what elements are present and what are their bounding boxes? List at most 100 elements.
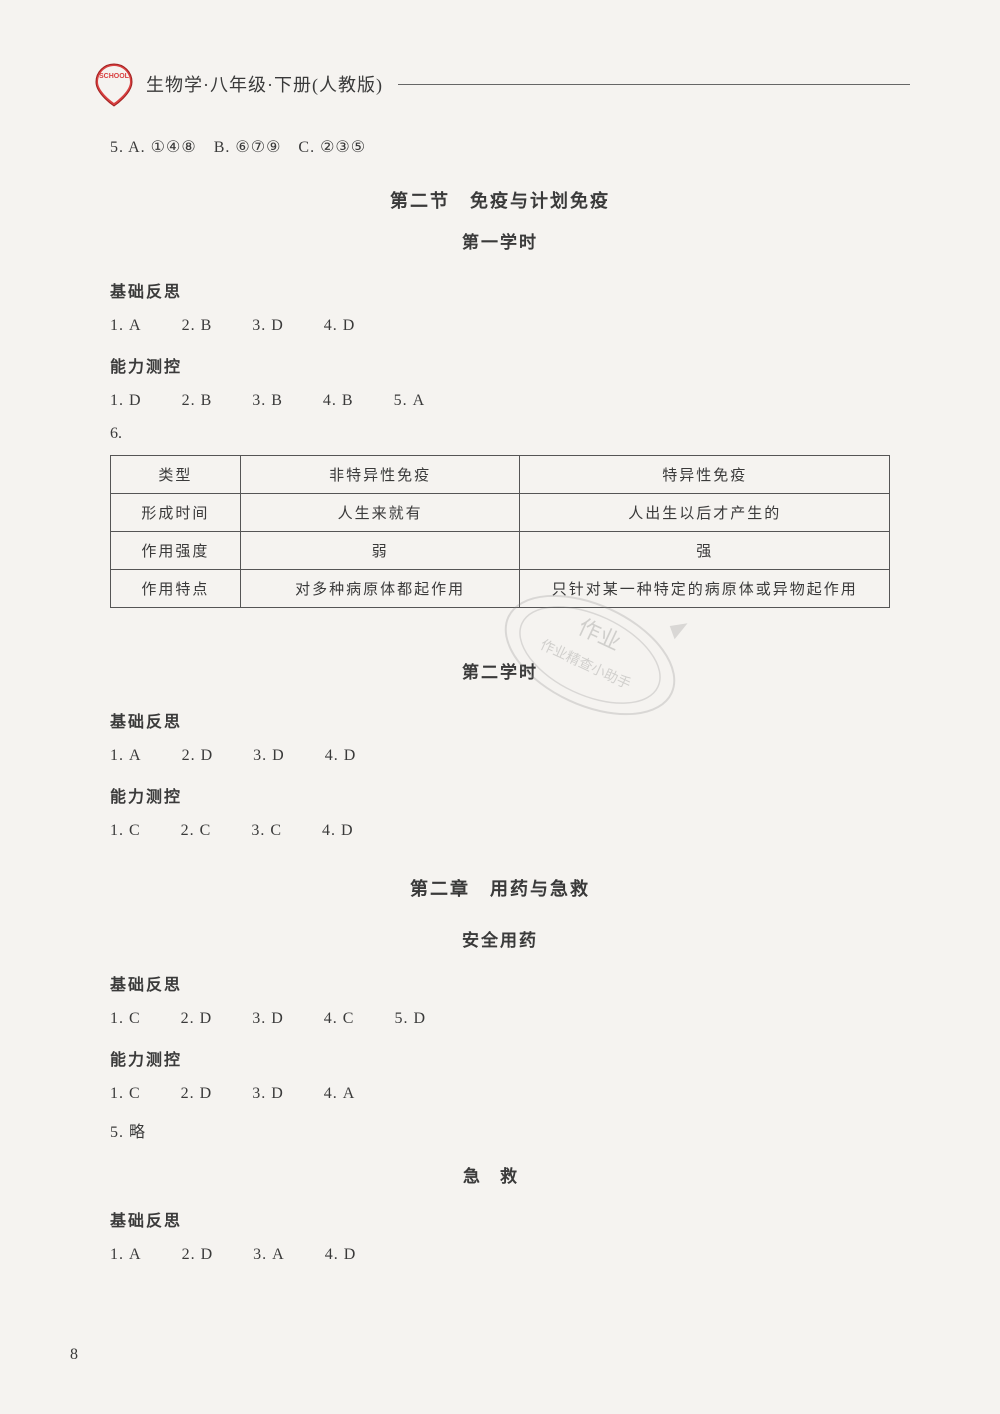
ans-num: 3.: [251, 822, 265, 840]
topic1-basic-answers: 1. C 2. D 3. D 4. C 5. D: [110, 1010, 910, 1028]
table-header: 非特异性免疫: [240, 456, 520, 494]
ans-num: 1.: [110, 1010, 124, 1028]
ans-val: D: [271, 1010, 284, 1028]
ans-val: D: [413, 1010, 426, 1028]
ans-num: 1.: [110, 1085, 124, 1103]
basic-label: 基础反思: [110, 1207, 910, 1231]
ans-val: B: [201, 392, 213, 410]
ans-num: 4.: [324, 1085, 338, 1103]
ans-num: 4.: [323, 392, 337, 410]
table-cell: 对多种病原体都起作用: [240, 570, 520, 608]
ans-val: A: [129, 317, 142, 335]
table-header: 类型: [111, 456, 241, 494]
ans-num: 3.: [252, 317, 266, 335]
ans-val: D: [272, 747, 285, 765]
ans-num: 2.: [181, 822, 195, 840]
ans-val: D: [271, 317, 284, 335]
topic1-title: 安全用药: [90, 926, 910, 951]
ans-num: 4.: [325, 747, 339, 765]
school-logo-icon: SCHOOL: [90, 60, 138, 108]
topic1-q5: 5. 略: [110, 1118, 910, 1142]
ans-val: D: [201, 747, 214, 765]
ans-num: 4.: [324, 1010, 338, 1028]
ans-num: 4.: [325, 1246, 339, 1264]
ans-num: 2.: [182, 1246, 196, 1264]
ability-label: 能力测控: [110, 1046, 910, 1070]
svg-text:作业: 作业: [574, 614, 624, 655]
ability-label: 能力测控: [110, 353, 910, 377]
table-cell: 强: [520, 532, 890, 570]
table-cell: 人出生以后才产生的: [520, 494, 890, 532]
ans-num: 3.: [252, 392, 266, 410]
period1-ability-answers: 1. D 2. B 3. B 4. B 5. A: [110, 392, 910, 410]
ans-num: 2.: [181, 1085, 195, 1103]
ans-val: D: [201, 1246, 214, 1264]
chapter2-title: 第二章 用药与急救: [90, 875, 910, 901]
table-cell: 只针对某一种特定的病原体或异物起作用: [520, 570, 890, 608]
ans-num: 3.: [253, 1246, 267, 1264]
svg-text:SCHOOL: SCHOOL: [99, 73, 130, 80]
table-cell: 作用强度: [111, 532, 241, 570]
period1-title: 第一学时: [90, 228, 910, 253]
page-header: SCHOOL 生物学·八年级·下册(人教版): [90, 60, 910, 108]
ans-val: C: [129, 822, 141, 840]
question-5-answer: 5. A. ①④⑧ B. ⑥⑦⑨ C. ②③⑤: [110, 133, 910, 157]
ans-val: C: [129, 1085, 141, 1103]
basic-label: 基础反思: [110, 971, 910, 995]
ans-val: D: [344, 747, 357, 765]
ans-num: 1.: [110, 317, 124, 335]
page-number: 8: [70, 1346, 78, 1364]
ability-label: 能力测控: [110, 783, 910, 807]
ans-val: A: [413, 392, 426, 410]
ans-num: 2.: [182, 317, 196, 335]
table-header: 特异性免疫: [520, 456, 890, 494]
topic2-basic-answers: 1. A 2. D 3. A 4. D: [110, 1246, 910, 1264]
ans-val: B: [271, 392, 283, 410]
table-cell: 形成时间: [111, 494, 241, 532]
ans-num: 5.: [394, 1010, 408, 1028]
ans-num: 2.: [182, 747, 196, 765]
table-cell: 人生来就有: [240, 494, 520, 532]
topic2-title: 急救: [90, 1162, 910, 1187]
ans-num: 4.: [324, 317, 338, 335]
basic-label: 基础反思: [110, 278, 910, 302]
ans-num: 1.: [110, 822, 124, 840]
ans-val: A: [272, 1246, 285, 1264]
ans-val: B: [342, 392, 354, 410]
ans-val: D: [271, 1085, 284, 1103]
ans-num: 1.: [110, 747, 124, 765]
period2-title: 第二学时: [90, 658, 910, 683]
period2-basic-answers: 1. A 2. D 3. D 4. D: [110, 747, 910, 765]
ans-val: C: [343, 1010, 355, 1028]
ans-val: C: [129, 1010, 141, 1028]
ans-val: D: [200, 1010, 213, 1028]
ans-num: 3.: [252, 1085, 266, 1103]
ans-val: D: [200, 1085, 213, 1103]
table-cell: 弱: [240, 532, 520, 570]
basic-label: 基础反思: [110, 708, 910, 732]
section-title: 第二节 免疫与计划免疫: [90, 187, 910, 213]
ans-val: D: [344, 1246, 357, 1264]
ans-num: 2.: [182, 392, 196, 410]
ans-val: B: [201, 317, 213, 335]
ans-val: C: [200, 822, 212, 840]
ans-val: D: [129, 392, 142, 410]
header-title: 生物学·八年级·下册(人教版): [146, 71, 383, 97]
ans-val: C: [270, 822, 282, 840]
table-cell: 作用特点: [111, 570, 241, 608]
ans-num: 1.: [110, 1246, 124, 1264]
period1-basic-answers: 1. A 2. B 3. D 4. D: [110, 317, 910, 335]
topic1-ability-answers: 1. C 2. D 3. D 4. A: [110, 1085, 910, 1103]
question-6-label: 6.: [110, 425, 910, 443]
period2-ability-answers: 1. C 2. C 3. C 4. D: [110, 822, 910, 840]
ans-num: 4.: [322, 822, 336, 840]
ans-num: 3.: [252, 1010, 266, 1028]
ans-val: D: [343, 317, 356, 335]
ans-num: 2.: [181, 1010, 195, 1028]
ans-num: 3.: [253, 747, 267, 765]
header-divider: [398, 84, 910, 85]
immunity-comparison-table: 类型 非特异性免疫 特异性免疫 形成时间 人生来就有 人出生以后才产生的 作用强…: [110, 455, 890, 608]
ans-val: A: [129, 747, 142, 765]
ans-num: 5.: [394, 392, 408, 410]
ans-val: A: [129, 1246, 142, 1264]
